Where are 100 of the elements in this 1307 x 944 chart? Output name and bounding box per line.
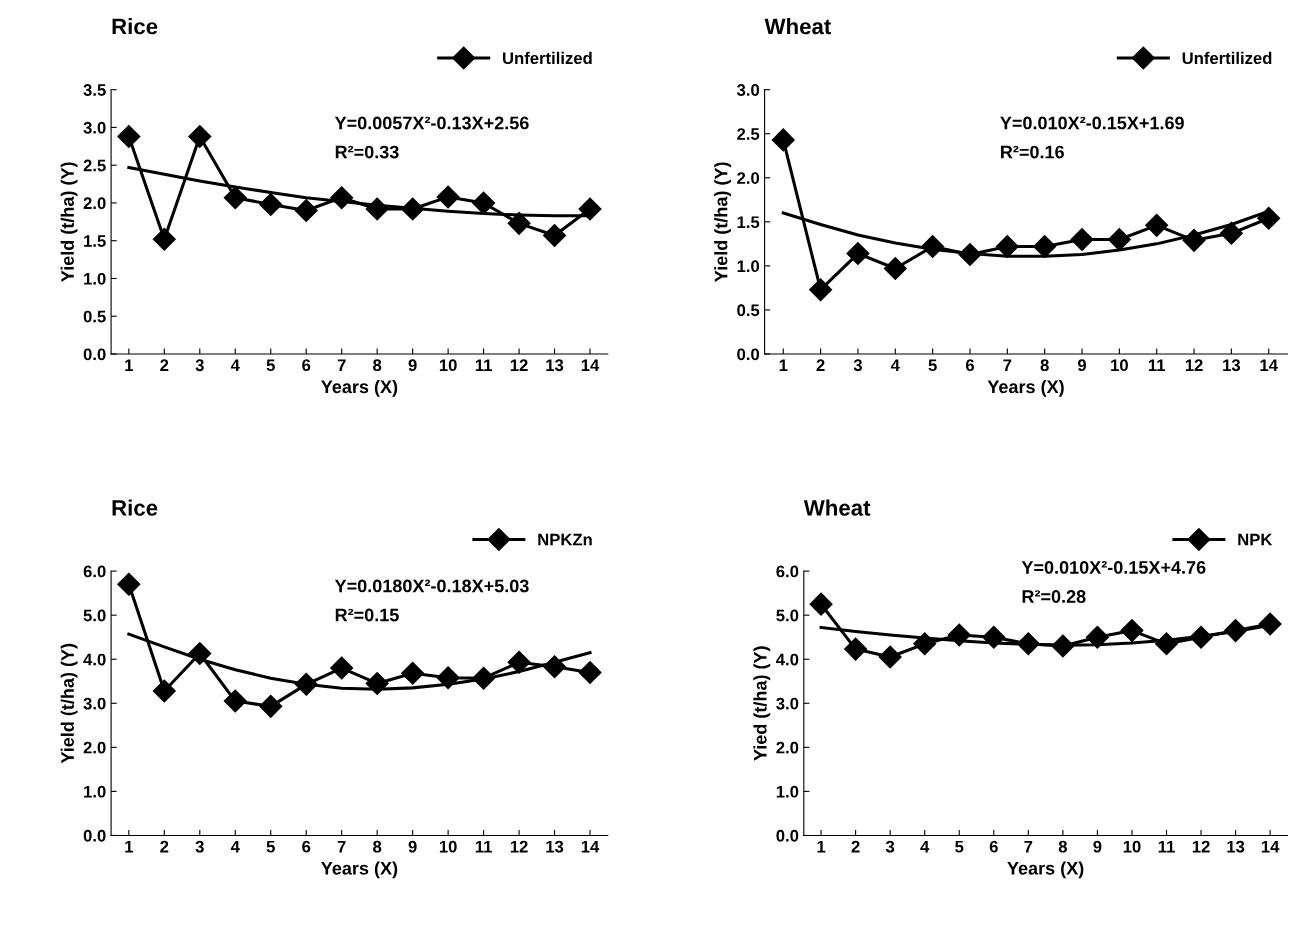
y-tick-label: 0.0 bbox=[737, 348, 760, 361]
x-tick-label: 13 bbox=[546, 840, 564, 853]
chart-title: Wheat bbox=[764, 18, 831, 35]
x-tick-label: 1 bbox=[125, 840, 133, 853]
legend-label: Unfertilized bbox=[1182, 51, 1272, 65]
x-tick-label: 7 bbox=[337, 359, 346, 371]
y-tick-label: 6.0 bbox=[83, 565, 106, 578]
annotation: R²=0.33 bbox=[335, 145, 399, 159]
x-tick-label: 3 bbox=[885, 840, 895, 853]
y-tick-label: 1.0 bbox=[84, 785, 106, 798]
annotation: Y=0.0057X²-0.13X+2.56 bbox=[334, 116, 529, 130]
x-axis-title: Years (X) bbox=[987, 379, 1064, 397]
x-tick-label: 8 bbox=[1040, 359, 1049, 372]
x-tick-label: 13 bbox=[1223, 359, 1241, 372]
x-axis-title: Years (X) bbox=[321, 861, 398, 879]
x-axis-title: Years (X) bbox=[321, 379, 398, 397]
y-tick-label: 3.0 bbox=[83, 121, 106, 134]
y-tick-label: 2.0 bbox=[776, 741, 799, 754]
x-tick-label: 7 bbox=[1003, 359, 1012, 371]
x-tick-label: 5 bbox=[266, 840, 275, 853]
y-tick-label: 4.0 bbox=[83, 653, 106, 666]
x-tick-label: 12 bbox=[1192, 840, 1210, 853]
y-axis-title: Yied (t/ha) (Y) bbox=[753, 646, 771, 761]
x-tick-label: 5 bbox=[928, 359, 937, 372]
x-tick-label: 11 bbox=[1158, 840, 1175, 853]
x-tick-label: 13 bbox=[1227, 840, 1245, 853]
x-tick-label: 14 bbox=[581, 840, 600, 853]
annotation: Y=0.0180X²-0.18X+5.03 bbox=[334, 579, 529, 593]
x-tick-label: 4 bbox=[920, 840, 930, 853]
x-tick-label: 12 bbox=[1185, 359, 1203, 371]
x-tick-label: 10 bbox=[1111, 359, 1128, 372]
y-tick-label: 4.0 bbox=[776, 653, 799, 666]
legend-label: NPKZn bbox=[538, 533, 592, 546]
annotation: R²=0.15 bbox=[335, 608, 399, 622]
x-tick-label: 5 bbox=[955, 840, 964, 853]
x-tick-label: 8 bbox=[373, 840, 382, 853]
y-tick-label: 1.0 bbox=[84, 272, 106, 285]
x-tick-label: 10 bbox=[439, 840, 457, 853]
y-axis-title: Yield (t/ha) (Y) bbox=[60, 643, 78, 764]
y-axis-title: Yield (t/ha) (Y) bbox=[714, 162, 732, 282]
y-tick-label: 0.5 bbox=[83, 310, 106, 323]
x-tick-label: 2 bbox=[851, 840, 860, 853]
x-tick-label: 14 bbox=[1261, 840, 1280, 853]
x-tick-label: 8 bbox=[373, 359, 382, 372]
x-tick-label: 6 bbox=[302, 359, 311, 372]
x-tick-label: 8 bbox=[1058, 840, 1067, 853]
x-tick-label: 7 bbox=[337, 840, 346, 853]
x-tick-label: 6 bbox=[965, 359, 975, 372]
y-tick-label: 0.0 bbox=[776, 829, 799, 842]
y-tick-label: 1.0 bbox=[776, 785, 799, 798]
y-axis-title: Yield (t/ha) (Y) bbox=[60, 162, 78, 282]
chart-title: Wheat bbox=[803, 499, 871, 516]
legend-label: Unfertilized bbox=[503, 51, 592, 65]
y-tick-label: 5.0 bbox=[776, 609, 799, 622]
annotation: Y=0.010X²-0.15X+4.76 bbox=[1021, 561, 1206, 574]
y-tick-label: 1.0 bbox=[737, 260, 760, 273]
x-tick-label: 9 bbox=[408, 840, 417, 853]
x-tick-label: 6 bbox=[989, 840, 998, 853]
x-tick-label: 4 bbox=[230, 840, 240, 853]
x-tick-label: 14 bbox=[1260, 359, 1278, 371]
x-tick-label: 1 bbox=[125, 359, 133, 371]
x-tick-label: 9 bbox=[1093, 840, 1102, 853]
annotation: R²=0.28 bbox=[1022, 590, 1086, 603]
y-tick-label: 0.0 bbox=[83, 348, 106, 361]
y-tick-label: 5.0 bbox=[83, 609, 106, 622]
x-tick-label: 1 bbox=[817, 840, 826, 853]
y-tick-label: 3.0 bbox=[83, 697, 106, 710]
x-tick-label: 11 bbox=[475, 359, 492, 371]
x-tick-label: 14 bbox=[581, 359, 600, 371]
chart-title: Rice bbox=[112, 499, 158, 516]
x-tick-label: 9 bbox=[1077, 359, 1087, 372]
y-tick-label: 1.5 bbox=[737, 216, 760, 229]
x-tick-label: 12 bbox=[510, 840, 528, 853]
x-tick-label: 12 bbox=[510, 359, 528, 371]
y-tick-label: 0.5 bbox=[737, 304, 760, 317]
chart-title: Rice bbox=[112, 18, 158, 35]
x-tick-label: 2 bbox=[816, 359, 825, 371]
x-tick-label: 11 bbox=[1148, 359, 1166, 371]
x-tick-label: 13 bbox=[546, 359, 564, 372]
x-tick-label: 3 bbox=[195, 359, 204, 372]
y-tick-label: 2.5 bbox=[737, 128, 760, 140]
x-tick-label: 4 bbox=[230, 359, 240, 371]
y-tick-label: 2.0 bbox=[83, 197, 106, 210]
x-tick-label: 9 bbox=[408, 359, 417, 372]
y-tick-label: 2.5 bbox=[83, 159, 106, 172]
y-tick-label: 3.0 bbox=[776, 697, 799, 710]
y-tick-label: 6.0 bbox=[776, 565, 799, 578]
x-tick-label: 11 bbox=[475, 840, 492, 853]
annotation: R²=0.16 bbox=[1001, 145, 1064, 159]
x-tick-label: 2 bbox=[160, 359, 169, 371]
annotation: Y=0.010X²-0.15X+1.69 bbox=[1000, 116, 1184, 130]
y-tick-label: 1.5 bbox=[84, 235, 106, 247]
y-tick-label: 3.5 bbox=[83, 84, 106, 96]
x-tick-label: 6 bbox=[302, 840, 311, 853]
x-tick-label: 7 bbox=[1024, 840, 1033, 853]
x-tick-label: 5 bbox=[266, 359, 275, 372]
x-tick-label: 1 bbox=[779, 359, 788, 371]
x-tick-label: 3 bbox=[195, 840, 204, 853]
x-tick-label: 3 bbox=[853, 359, 862, 372]
x-tick-label: 10 bbox=[439, 359, 457, 372]
